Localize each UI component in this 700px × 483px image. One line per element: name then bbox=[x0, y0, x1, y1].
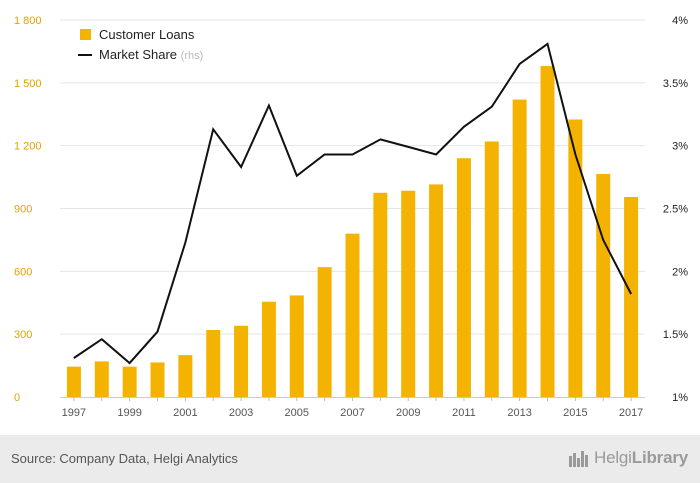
y-left-tick-label: 1 200 bbox=[14, 141, 42, 153]
source-note: Source: Company Data, Helgi Analytics bbox=[11, 451, 238, 466]
helgi-library-logo[interactable]: HelgiLibrary bbox=[568, 446, 688, 470]
y-axis-left: 0 300 600 900 1 200 1 500 1 800 bbox=[14, 15, 42, 404]
bar-2009[interactable] bbox=[401, 190, 416, 397]
bar-2002[interactable] bbox=[206, 329, 221, 397]
x-tick-label: 1997 bbox=[62, 407, 86, 419]
y-left-tick-label: 300 bbox=[14, 329, 32, 341]
x-tick-label: 2017 bbox=[619, 407, 643, 419]
legend-swatch-customer-loans bbox=[80, 29, 91, 40]
bar-1997[interactable] bbox=[66, 366, 81, 397]
helgi-library-logo-icon bbox=[569, 451, 589, 467]
y-left-tick-label: 900 bbox=[14, 204, 32, 216]
x-tick-label: 2013 bbox=[507, 407, 531, 419]
market-share-line[interactable] bbox=[73, 42, 632, 365]
bar-2014[interactable] bbox=[540, 66, 555, 398]
bar-2013[interactable] bbox=[512, 99, 527, 397]
logo-text-regular: Helgi bbox=[594, 448, 632, 467]
bar-2001[interactable] bbox=[178, 355, 193, 397]
bar-2003[interactable] bbox=[234, 325, 249, 397]
legend: Customer Loans Market Share (rhs) bbox=[78, 27, 203, 62]
y-axis-right: 1% 1.5% 2% 2.5% 3% 3.5% 4% bbox=[663, 15, 688, 404]
y-left-tick-label: 0 bbox=[14, 392, 20, 404]
bar-2000[interactable] bbox=[150, 362, 165, 397]
bar-2015[interactable] bbox=[568, 119, 583, 397]
x-tick-label: 2003 bbox=[229, 407, 253, 419]
logo-text-bold: Library bbox=[631, 448, 688, 467]
x-tick-label: 2011 bbox=[452, 407, 476, 419]
y-right-tick-label: 4% bbox=[672, 15, 688, 27]
footer: Source: Company Data, Helgi Analytics He… bbox=[0, 435, 700, 483]
x-tick-label: 2009 bbox=[396, 407, 420, 419]
legend-rhs-suffix: (rhs) bbox=[181, 50, 204, 62]
x-tick-label: 1999 bbox=[117, 407, 141, 419]
y-right-tick-label: 3% bbox=[672, 141, 688, 153]
bar-2006[interactable] bbox=[317, 267, 332, 397]
bar-1999[interactable] bbox=[122, 366, 137, 397]
y-right-tick-label: 3.5% bbox=[663, 78, 688, 90]
bar-2012[interactable] bbox=[484, 141, 499, 397]
x-axis: 1997 1999 2001 2003 2005 2007 2009 2011 2013 2015… bbox=[62, 397, 643, 419]
bar-2004[interactable] bbox=[261, 301, 276, 397]
line-market-share bbox=[73, 42, 632, 365]
x-tick-label: 2005 bbox=[285, 407, 309, 419]
y-right-tick-label: 1.5% bbox=[663, 329, 688, 341]
bar-1998[interactable] bbox=[94, 361, 109, 397]
y-right-tick-label: 2.5% bbox=[663, 204, 688, 216]
bar-2005[interactable] bbox=[289, 295, 304, 397]
bar-2007[interactable] bbox=[345, 233, 360, 397]
y-left-tick-label: 1 800 bbox=[14, 15, 42, 27]
y-left-tick-label: 600 bbox=[14, 266, 32, 278]
x-tick-label: 2001 bbox=[173, 407, 197, 419]
bar-2011[interactable] bbox=[456, 158, 471, 397]
bar-2017[interactable] bbox=[624, 196, 639, 397]
chart: 0 300 600 900 1 200 1 500 1 800 1% 1.5% 2% 2.5% 3%… bbox=[14, 15, 688, 419]
x-tick-label: 2007 bbox=[340, 407, 364, 419]
legend-label-market-share[interactable]: Market Share (rhs) bbox=[99, 47, 203, 62]
bar-2008[interactable] bbox=[373, 192, 388, 397]
y-right-tick-label: 2% bbox=[672, 266, 688, 278]
y-left-tick-label: 1 500 bbox=[14, 78, 42, 90]
x-tick-label: 2015 bbox=[563, 407, 587, 419]
bars-customer-loans bbox=[66, 66, 639, 398]
bar-2010[interactable] bbox=[429, 184, 444, 397]
y-right-tick-label: 1% bbox=[672, 392, 688, 404]
bar-2016[interactable] bbox=[596, 173, 611, 397]
legend-label-customer-loans[interactable]: Customer Loans bbox=[99, 27, 195, 42]
